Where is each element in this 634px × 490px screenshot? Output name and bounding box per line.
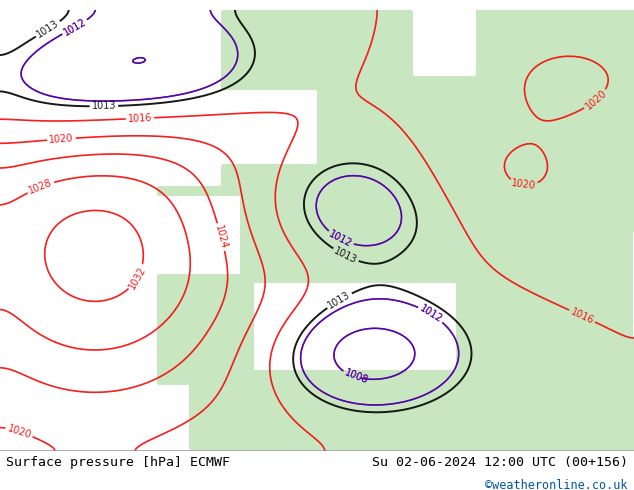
Text: ©weatheronline.co.uk: ©weatheronline.co.uk <box>485 479 628 490</box>
Text: 1020: 1020 <box>6 423 32 440</box>
Text: 1020: 1020 <box>49 133 74 145</box>
Text: Su 02-06-2024 12:00 UTC (00+156): Su 02-06-2024 12:00 UTC (00+156) <box>372 456 628 469</box>
Text: 1020: 1020 <box>511 178 536 192</box>
Text: 1016: 1016 <box>569 306 595 326</box>
Text: 1016: 1016 <box>127 113 152 124</box>
Text: 1012: 1012 <box>327 229 354 249</box>
Text: 1024: 1024 <box>213 224 229 250</box>
Text: 1012: 1012 <box>61 17 88 38</box>
Text: 1013: 1013 <box>326 290 353 311</box>
Text: 1012: 1012 <box>418 303 444 325</box>
Text: 1012: 1012 <box>327 229 354 249</box>
Text: 1012: 1012 <box>418 303 444 325</box>
Text: 1032: 1032 <box>127 264 148 291</box>
Text: Surface pressure [hPa] ECMWF: Surface pressure [hPa] ECMWF <box>6 456 230 469</box>
Text: 1012: 1012 <box>61 17 88 38</box>
Text: 1008: 1008 <box>343 368 370 386</box>
Text: 1008: 1008 <box>343 368 370 386</box>
Text: 1013: 1013 <box>35 18 61 40</box>
Text: 1013: 1013 <box>332 245 359 266</box>
Text: 1020: 1020 <box>583 88 609 112</box>
Text: 1028: 1028 <box>27 178 54 196</box>
Text: 1013: 1013 <box>91 101 116 111</box>
